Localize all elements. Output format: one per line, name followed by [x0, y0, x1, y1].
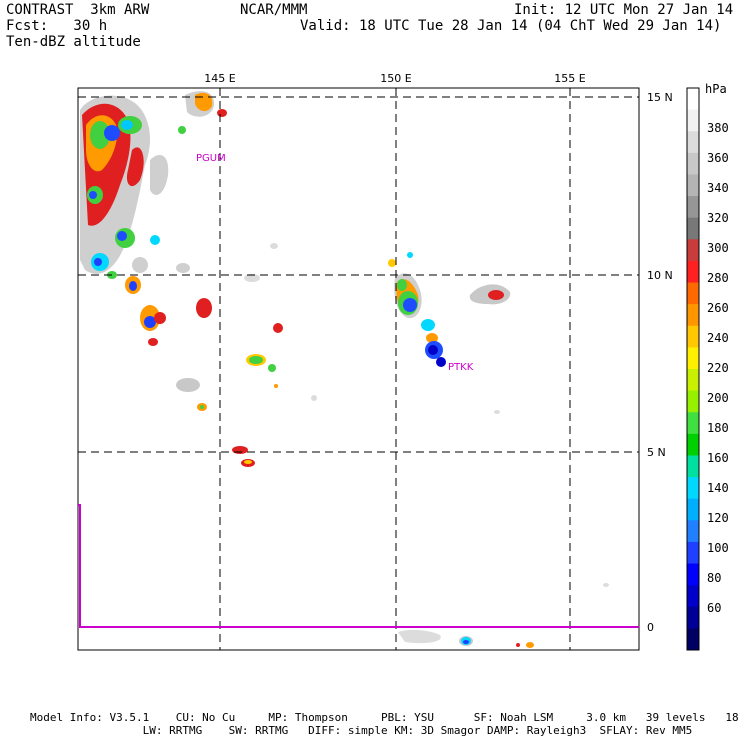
station-pgum-label: PGUM [196, 153, 226, 164]
colorbar-tick-label: 380 [707, 121, 729, 135]
cell-west-cluster [80, 95, 169, 294]
colorbar-swatch [687, 455, 699, 478]
field-name: Ten-dBZ altitude [6, 34, 141, 50]
colorbar-tick-label: 280 [707, 271, 729, 285]
colorbar-swatch [687, 477, 699, 500]
station-ptkk-label: PTKK [448, 362, 474, 373]
map-frame [77, 87, 640, 651]
lat-label-10: 10 N [647, 269, 673, 282]
colorbar-tick-label: 200 [707, 391, 729, 405]
colorbar-swatch [687, 304, 699, 327]
colorbar-swatch [687, 152, 699, 175]
colorbar-swatch [687, 433, 699, 456]
colorbar-swatch [687, 606, 699, 629]
colorbar-tick-label: 80 [707, 571, 722, 585]
forecast-hour: Fcst: 30 h [6, 18, 108, 34]
colorbar-swatch [687, 131, 699, 154]
colorbar-swatch [687, 412, 699, 435]
cell-north [178, 91, 227, 134]
colorbar-tick-label: 160 [707, 451, 729, 465]
colorbar-tick-label: 320 [707, 211, 729, 225]
colorbar-swatch [687, 628, 699, 651]
model-info-line2: LW: RRTMG SW: RRTMG DIFF: simple KM: 3D … [30, 724, 693, 737]
colorbar-swatch [687, 563, 699, 586]
colorbar-tick-label: 60 [707, 601, 722, 615]
model-info-line1: Model Info: V3.5.1 CU: No Cu MP: Thompso… [30, 711, 740, 724]
colorbar-swatch [687, 347, 699, 370]
cell-equator [398, 629, 534, 648]
colorbar-tick-label: 360 [707, 151, 729, 165]
colorbar-tick-label: 300 [707, 241, 729, 255]
colorbar-swatch [687, 498, 699, 521]
cell-midwest [140, 243, 283, 411]
colorbar-swatch [687, 239, 699, 262]
colorbar-tick-label: 140 [707, 481, 729, 495]
colorbar-tick-label: 240 [707, 331, 729, 345]
colorbar-swatch [687, 369, 699, 392]
lon-label-145: 145 E [204, 72, 235, 85]
init-time: Init: 12 UTC Mon 27 Jan 14 [514, 2, 734, 18]
colorbar-tick-label: 340 [707, 181, 729, 195]
colorbar-swatch [687, 217, 699, 240]
lon-label-150: 150 E [380, 72, 411, 85]
colorbar-swatch [687, 390, 699, 413]
colorbar-swatch [687, 541, 699, 565]
colorbar-swatch [687, 585, 699, 608]
colorbar-swatch [687, 282, 699, 305]
colorbar-swatch [687, 196, 699, 219]
colorbar-tick-label: 260 [707, 301, 729, 315]
colorbar-swatch [687, 88, 699, 111]
colorbar-unit: hPa [705, 82, 727, 96]
lat-label-15: 15 N [647, 91, 673, 104]
domain-boundary-line [78, 504, 639, 628]
colorbar-tick-label: 220 [707, 361, 729, 375]
colorbar-swatch [687, 174, 699, 197]
reflectivity-cells [80, 91, 609, 648]
lon-label-155: 155 E [554, 72, 585, 85]
colorbar-tick-label: 180 [707, 421, 729, 435]
colorbar-swatch [687, 325, 699, 348]
colorbar-tick-label: 120 [707, 511, 729, 525]
colorbar-tick-label: 100 [707, 541, 729, 555]
colorbar-swatch [687, 520, 699, 543]
lat-label-0: 0 [647, 621, 654, 634]
lat-label-5: 5 N [647, 446, 666, 459]
valid-time: Valid: 18 UTC Tue 28 Jan 14 (04 ChT Wed … [300, 18, 722, 34]
colorbar [686, 87, 700, 651]
model-title: CONTRAST 3km ARW [6, 2, 150, 18]
cell-south [232, 446, 255, 467]
colorbar-swatch [687, 260, 699, 284]
cell-chuuk [311, 252, 609, 587]
organization: NCAR/MMM [240, 2, 308, 18]
colorbar-frame [686, 87, 700, 651]
colorbar-swatch [687, 109, 699, 132]
lat-lon-grid [78, 88, 639, 650]
